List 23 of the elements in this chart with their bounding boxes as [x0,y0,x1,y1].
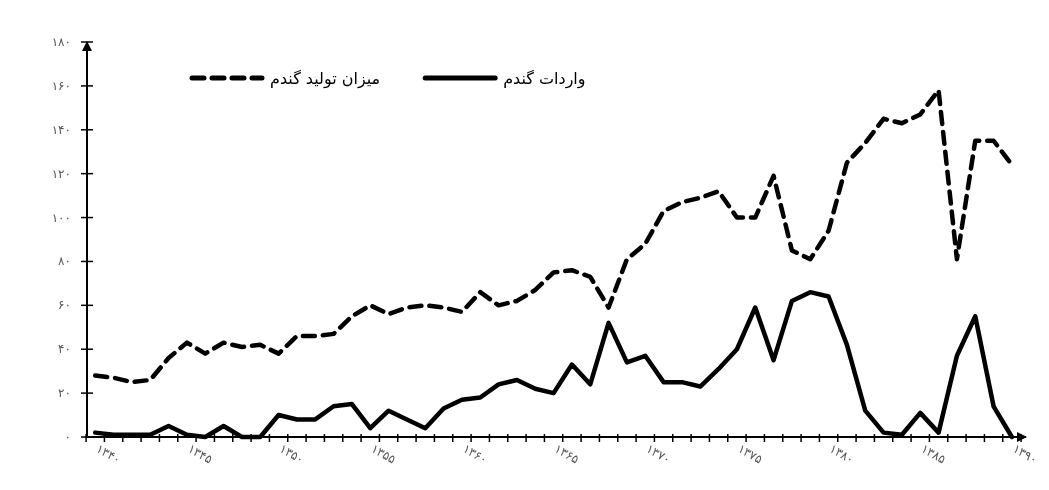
y-tick-label: ۸۰ [58,254,71,269]
x-tick-label: ۱۳۴۰ [93,441,124,467]
y-tick-label: ۶۰ [58,298,71,313]
y-tick-label: ۱۸۰ [51,35,71,49]
x-tick-label: ۱۳۵۰ [277,441,307,467]
y-tick-label: ۱۰۰ [51,210,71,225]
x-tick-label: ۱۳۸۰ [827,441,857,467]
x-tick-label: ۱۳۶۵ [552,441,582,467]
y-tick-label: ۲۰ [58,386,71,401]
y-tick-label: ۰ [64,430,71,444]
x-tick-label: ۱۳۹۰ [1010,441,1040,467]
x-tick-label: ۱۳۷۰ [643,441,674,467]
x-tick-label: ۱۳۶۰ [460,441,490,467]
legend-label: واردات گندم [503,69,586,89]
x-tick-label: ۱۳۷۵ [735,441,765,467]
x-tick-label: ۱۳۴۵ [185,441,215,467]
x-tick-label: ۱۳۸۵ [918,441,949,467]
y-tick-label: ۱۶۰ [51,78,71,93]
y-tick-label: ۱۴۰ [51,122,71,137]
y-tick-label: ۴۰ [58,342,71,357]
x-tick-label: ۱۳۵۵ [368,441,399,467]
legend-label: میزان تولید گندم [270,69,381,89]
y-tick-label: ۱۲۰ [51,166,71,181]
